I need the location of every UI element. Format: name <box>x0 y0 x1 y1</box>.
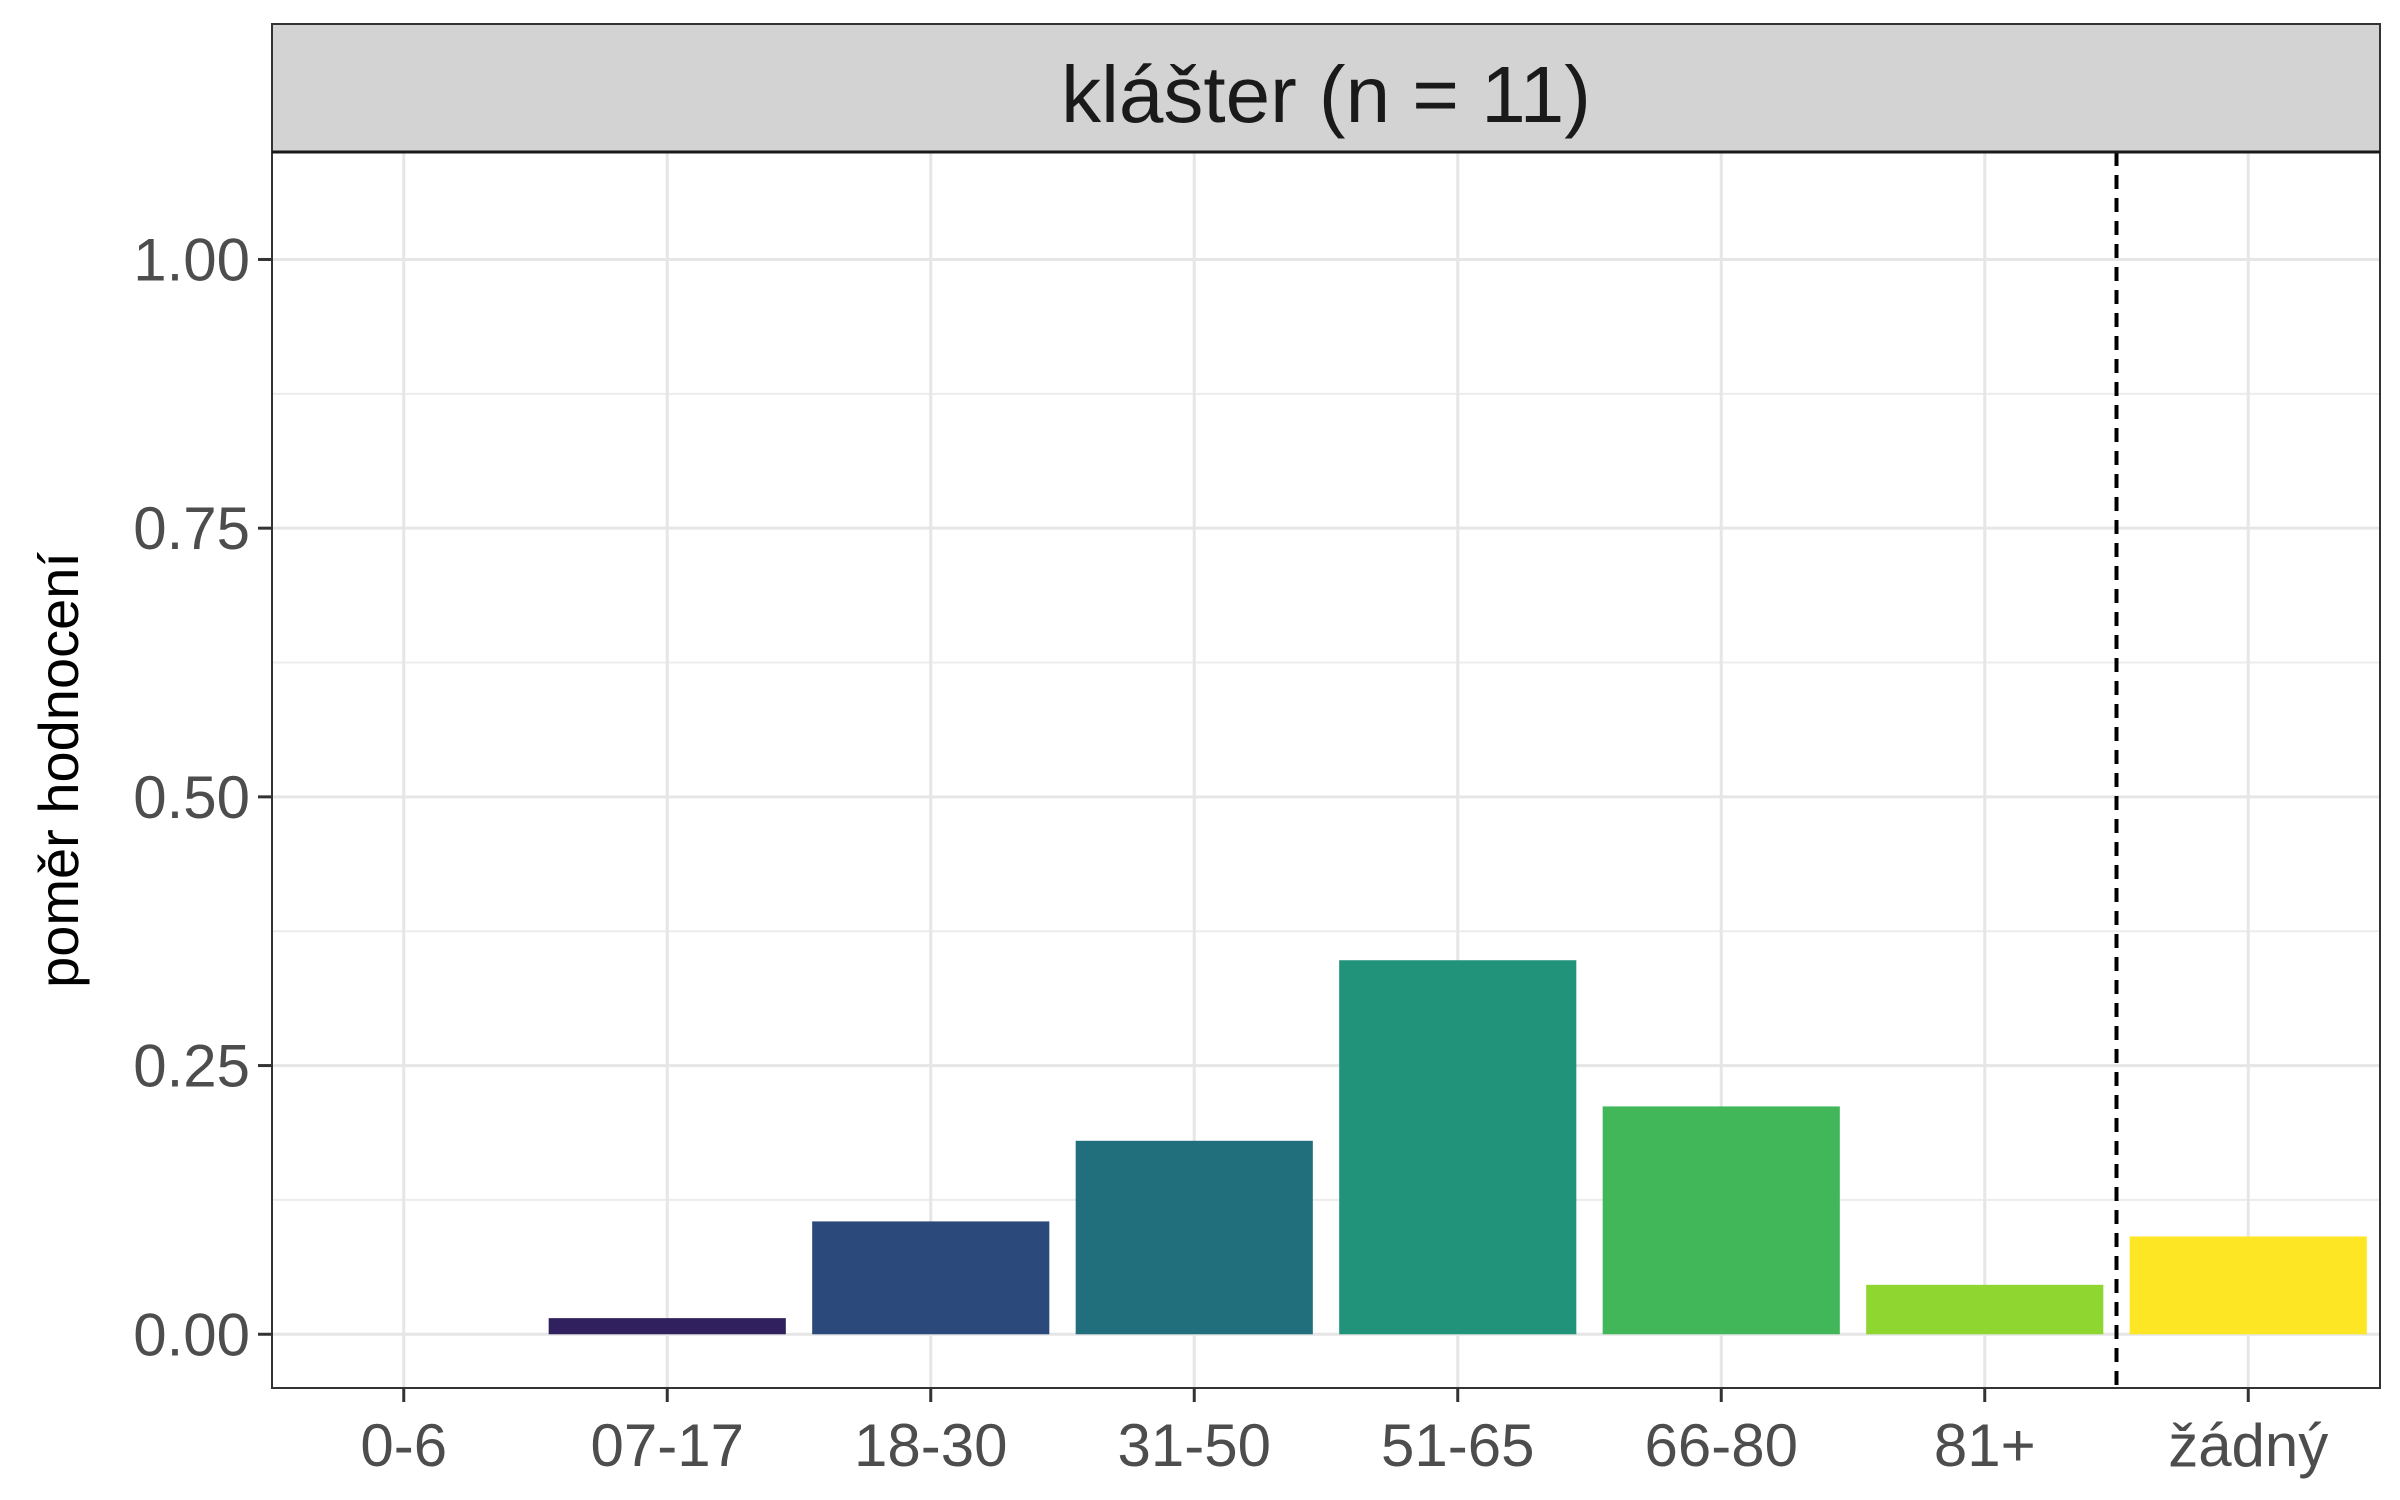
x-tick-label: 66-80 <box>1645 1412 1798 1479</box>
bar-51-65 <box>1339 960 1577 1335</box>
grid <box>272 152 2380 1388</box>
x-tick-label: 07-17 <box>591 1412 744 1479</box>
x-tick-label: 31-50 <box>1118 1412 1271 1479</box>
y-tick-label: 0.50 <box>133 764 250 831</box>
bar-81+ <box>1866 1284 2104 1335</box>
panel-border <box>271 23 2381 1389</box>
bars <box>548 960 2367 1335</box>
strip-background <box>272 24 2380 152</box>
y-tick-label: 0.75 <box>133 495 250 562</box>
x-tick-label: žádný <box>2168 1412 2328 1479</box>
chart-title: klášter (n = 11) <box>1061 50 1591 139</box>
bar-žádný <box>2129 1236 2367 1335</box>
bar-31-50 <box>1075 1140 1313 1335</box>
x-tick-label: 51-65 <box>1381 1412 1534 1479</box>
axes: 0.00 0.25 0.50 0.75 1.00 0-6 07-17 18-30 31-50 51… <box>133 226 2328 1479</box>
y-tick-label: 1.00 <box>133 226 250 293</box>
x-tick-label: 0-6 <box>360 1412 447 1479</box>
x-tick-label: 18-30 <box>854 1412 1007 1479</box>
bar-07-17 <box>548 1318 786 1335</box>
y-tick-label: 0.00 <box>133 1301 250 1368</box>
bar-18-30 <box>812 1221 1050 1335</box>
y-tick-label: 0.25 <box>133 1033 250 1100</box>
bar-66-80 <box>1602 1106 1840 1335</box>
x-tick-label: 81+ <box>1934 1412 2036 1479</box>
plot-background <box>272 152 2380 1388</box>
y-axis-title: poměr hodnocení <box>27 552 90 988</box>
